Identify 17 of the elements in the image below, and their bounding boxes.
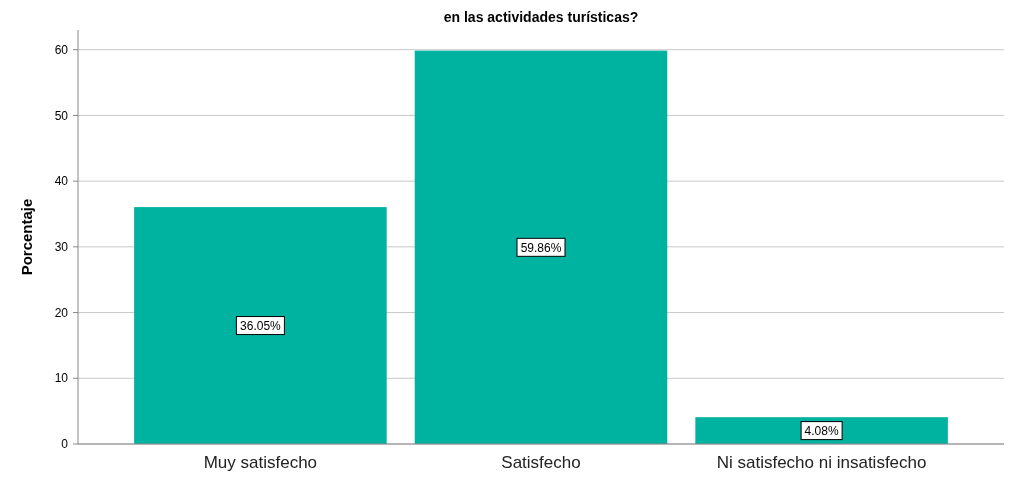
y-tick-label: 60 (54, 42, 69, 57)
y-tick-label: 0 (61, 437, 69, 452)
y-tick-label: 30 (54, 240, 69, 255)
x-tick-label: Satisfecho (501, 453, 581, 472)
data-label: 36.05% (240, 318, 282, 333)
x-tick-label: Ni satisfecho ni insatisfecho (716, 453, 927, 472)
x-tick-label: Muy satisfecho (203, 453, 318, 472)
y-tick-label: 20 (54, 305, 69, 320)
chart-title: en las actividades turísticas? (443, 9, 639, 25)
data-label: 4.08% (804, 423, 839, 438)
bar (134, 207, 387, 444)
y-axis-title: Porcentaje (18, 198, 35, 276)
bar (414, 50, 668, 444)
y-tick-label: 40 (54, 174, 69, 189)
data-label: 59.86% (520, 240, 562, 255)
y-tick-label: 10 (54, 371, 69, 386)
y-tick-label: 50 (54, 108, 69, 123)
